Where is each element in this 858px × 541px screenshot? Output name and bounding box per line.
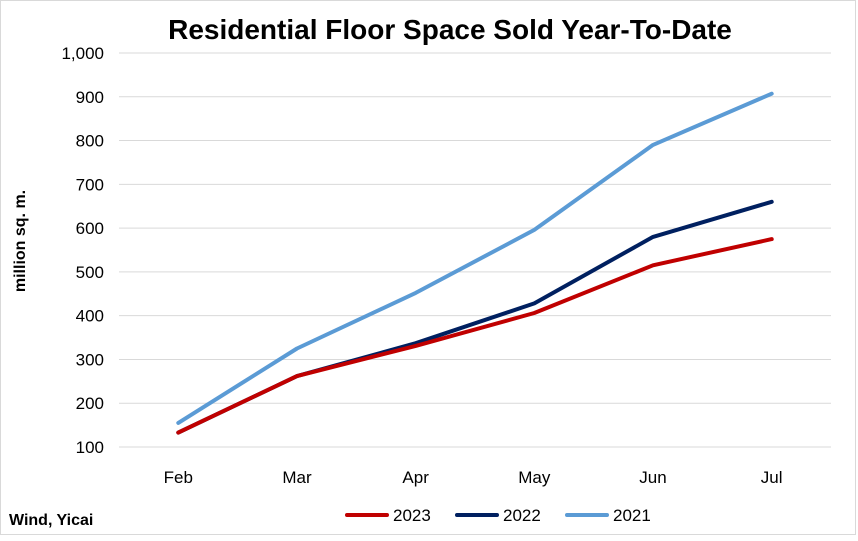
y-tick-label: 700 bbox=[76, 175, 104, 194]
y-axis-label: million sq. m. bbox=[12, 190, 29, 292]
y-tick-label: 800 bbox=[76, 132, 104, 151]
x-axis-ticks: Feb Mar Apr May Jun Jul bbox=[164, 468, 783, 487]
series-lines bbox=[176, 91, 774, 435]
x-tick-label: Mar bbox=[282, 468, 312, 487]
y-tick-label: 400 bbox=[76, 307, 104, 326]
y-tick-label: 900 bbox=[76, 88, 104, 107]
y-tick-label: 300 bbox=[76, 350, 104, 369]
legend: 2023 2022 2021 bbox=[345, 506, 651, 525]
y-tick-label: 600 bbox=[76, 219, 104, 238]
y-tick-label: 200 bbox=[76, 394, 104, 413]
y-tick-label: 500 bbox=[76, 263, 104, 282]
chart-title: Residential Floor Space Sold Year-To-Dat… bbox=[168, 14, 732, 45]
series-line-2021 bbox=[176, 91, 774, 425]
x-tick-label: Jul bbox=[761, 468, 783, 487]
series-line-2022 bbox=[176, 199, 774, 435]
y-tick-label: 100 bbox=[76, 438, 104, 457]
legend-label-2021: 2021 bbox=[613, 506, 651, 525]
source-note: Wind, Yicai bbox=[9, 512, 93, 529]
x-tick-label: Apr bbox=[402, 468, 429, 487]
x-tick-label: May bbox=[518, 468, 551, 487]
legend-label-2023: 2023 bbox=[393, 506, 431, 525]
x-tick-label: Feb bbox=[164, 468, 193, 487]
y-axis-ticks: 100 200 300 400 500 600 700 800 900 1,000 bbox=[61, 44, 104, 457]
series-line-2023 bbox=[176, 237, 774, 435]
legend-label-2022: 2022 bbox=[503, 506, 541, 525]
x-tick-label: Jun bbox=[639, 468, 666, 487]
y-tick-label: 1,000 bbox=[61, 44, 104, 63]
